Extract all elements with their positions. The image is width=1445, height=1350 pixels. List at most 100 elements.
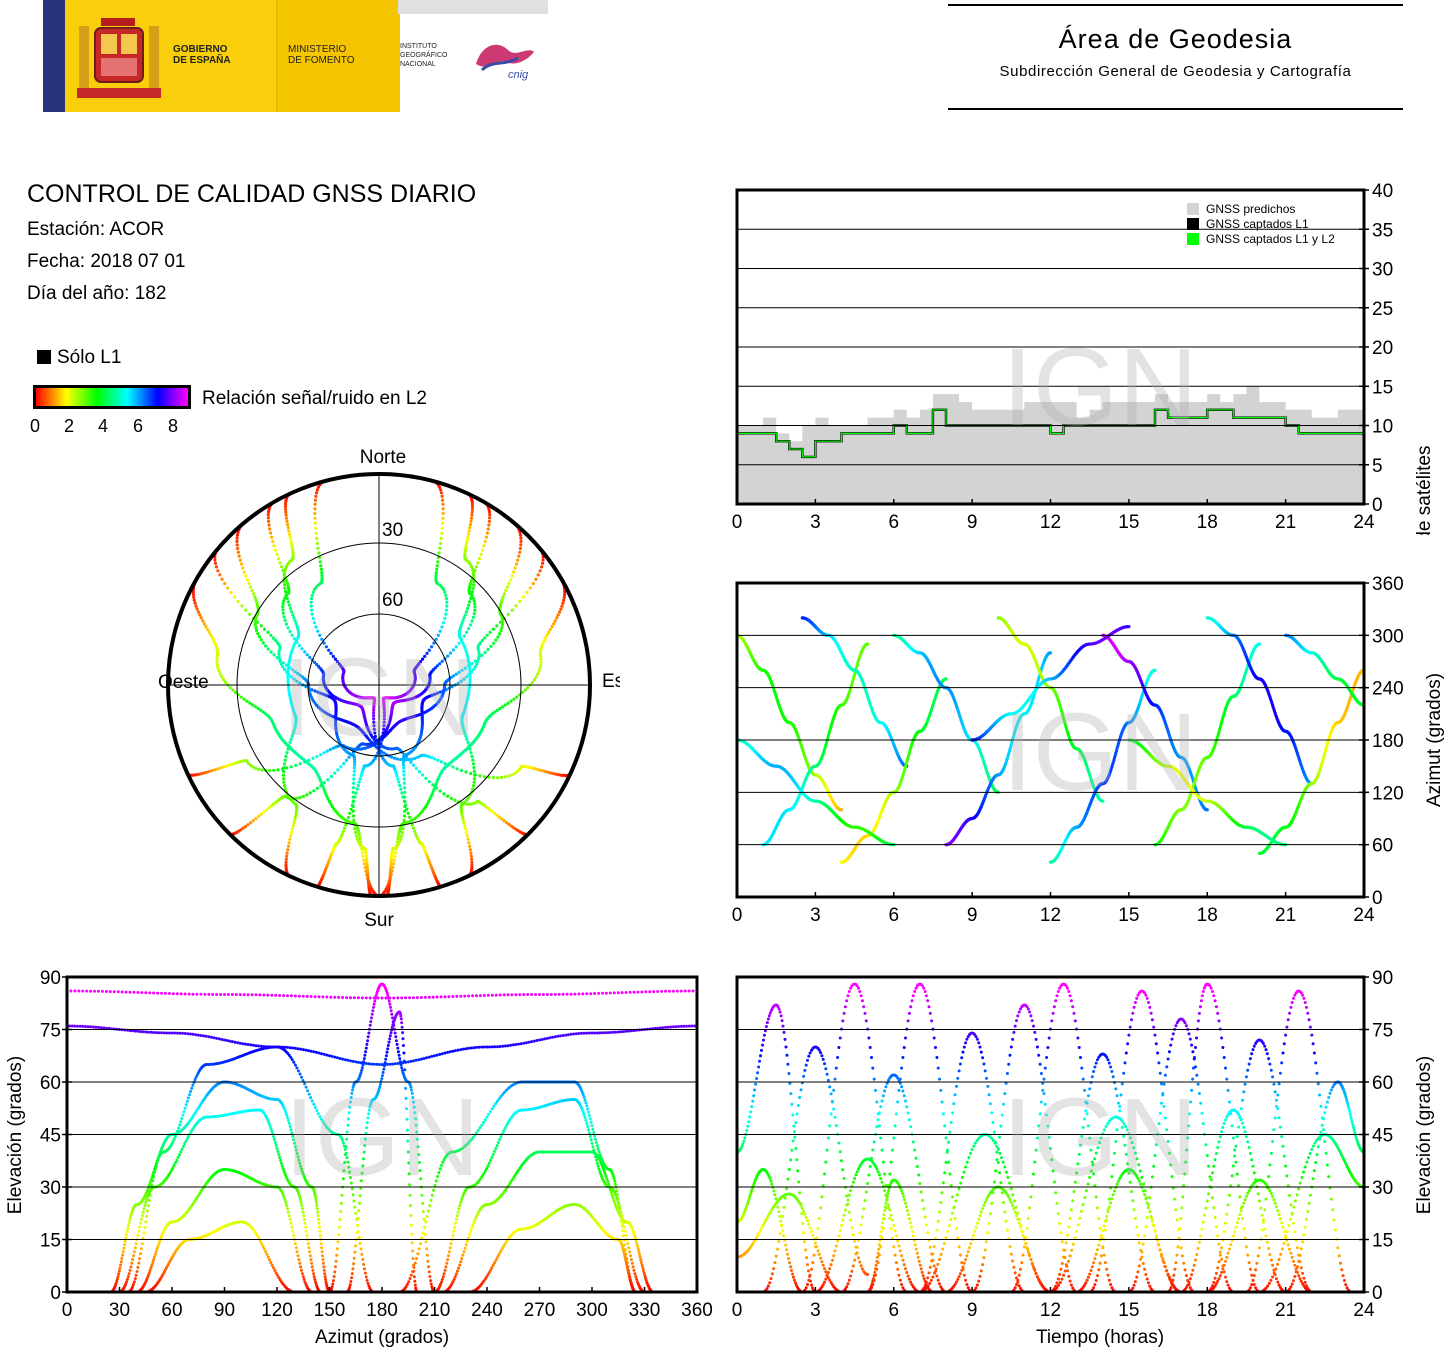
sky-point — [282, 762, 287, 766]
sky-point — [241, 826, 245, 830]
sky-point — [235, 536, 239, 540]
sky-point — [352, 769, 356, 773]
sky-point — [292, 711, 296, 715]
sky-point — [351, 790, 355, 794]
grey-band — [398, 0, 548, 14]
sky-point — [262, 810, 266, 814]
sky-point — [390, 755, 394, 759]
sky-point — [401, 763, 405, 767]
sky-point — [436, 758, 440, 762]
track-point — [293, 1141, 296, 1145]
sky-point — [292, 677, 296, 681]
sky-point — [499, 629, 503, 633]
sky-point — [505, 821, 509, 825]
sky-point — [426, 800, 431, 804]
sky-point — [326, 778, 330, 782]
sky-point — [372, 720, 376, 724]
legend-l1: GNSS captados L1 — [1206, 217, 1309, 231]
sky-point — [461, 818, 465, 822]
sky-point — [467, 688, 471, 692]
sky-point — [538, 666, 542, 670]
sky-point — [495, 624, 499, 628]
sky-point — [195, 607, 199, 611]
sky-point — [246, 823, 250, 827]
sky-point — [388, 875, 392, 879]
sky-point — [233, 690, 238, 695]
track-point — [854, 665, 859, 670]
sky-point — [372, 727, 376, 731]
track-point — [130, 1261, 134, 1265]
sky-point — [346, 815, 351, 819]
sky-point — [372, 724, 376, 728]
y-tick-label: 35 — [1372, 220, 1393, 241]
sky-point — [470, 863, 474, 867]
track-point — [1219, 722, 1223, 727]
sky-point — [244, 574, 248, 578]
sky-point — [282, 777, 286, 781]
sky-point — [272, 768, 276, 772]
sky-point — [494, 638, 498, 642]
sky-point — [438, 546, 442, 550]
track-point — [1062, 719, 1066, 723]
sky-point — [320, 571, 324, 575]
track-point — [322, 1265, 326, 1269]
sky-point — [470, 502, 474, 506]
sky-point — [201, 771, 206, 775]
sky-point — [308, 791, 312, 795]
sky-point — [402, 818, 406, 822]
sky-point — [509, 824, 514, 828]
track-point — [116, 1275, 120, 1279]
sky-point — [215, 657, 219, 661]
sky-point — [484, 535, 488, 539]
sky-point — [356, 829, 361, 833]
sky-point — [521, 595, 526, 599]
sky-point — [469, 670, 474, 674]
sky-point — [296, 672, 300, 676]
sky-point — [254, 816, 258, 821]
track-point — [1218, 727, 1222, 731]
sky-point — [366, 870, 370, 874]
sky-point — [236, 550, 240, 554]
track-point — [299, 1164, 303, 1168]
track-point — [126, 1275, 130, 1279]
track-point — [1127, 625, 1131, 629]
sky-point — [468, 844, 472, 848]
sky-point — [472, 599, 476, 603]
sky-point — [463, 706, 467, 710]
sky-point — [468, 802, 473, 806]
sky-point — [290, 546, 294, 550]
sky-point — [435, 780, 439, 784]
gobierno-line-2: DE ESPAÑA — [173, 55, 231, 66]
sky-point — [382, 720, 386, 724]
sky-point — [467, 529, 471, 533]
sky-point — [459, 768, 464, 773]
sky-point — [392, 858, 396, 862]
snr-tick: 4 — [98, 416, 109, 436]
sky-point — [468, 600, 472, 604]
track-point — [125, 1277, 129, 1281]
sky-point — [298, 795, 302, 800]
sky-point — [441, 689, 445, 693]
x-tick-label: 12 — [1040, 905, 1061, 926]
sky-point — [448, 651, 453, 655]
sky-point — [373, 731, 377, 735]
sky-point — [205, 627, 210, 631]
sky-point — [235, 543, 239, 547]
track-point — [133, 1246, 137, 1250]
sky-point — [313, 502, 317, 506]
sky-point — [467, 691, 471, 695]
sky-point — [289, 737, 293, 741]
sky-point — [335, 660, 339, 664]
track-point — [1061, 714, 1065, 718]
sky-point — [287, 659, 291, 663]
track-point — [148, 1181, 152, 1185]
sky-point — [404, 821, 408, 825]
sky-point — [556, 613, 560, 617]
sky-point — [488, 513, 492, 517]
sky-point — [468, 675, 472, 679]
sky-point — [512, 570, 516, 574]
sky-point — [451, 648, 455, 652]
sky-point — [445, 604, 449, 608]
sky-point — [360, 771, 364, 775]
sky-point — [502, 592, 507, 596]
